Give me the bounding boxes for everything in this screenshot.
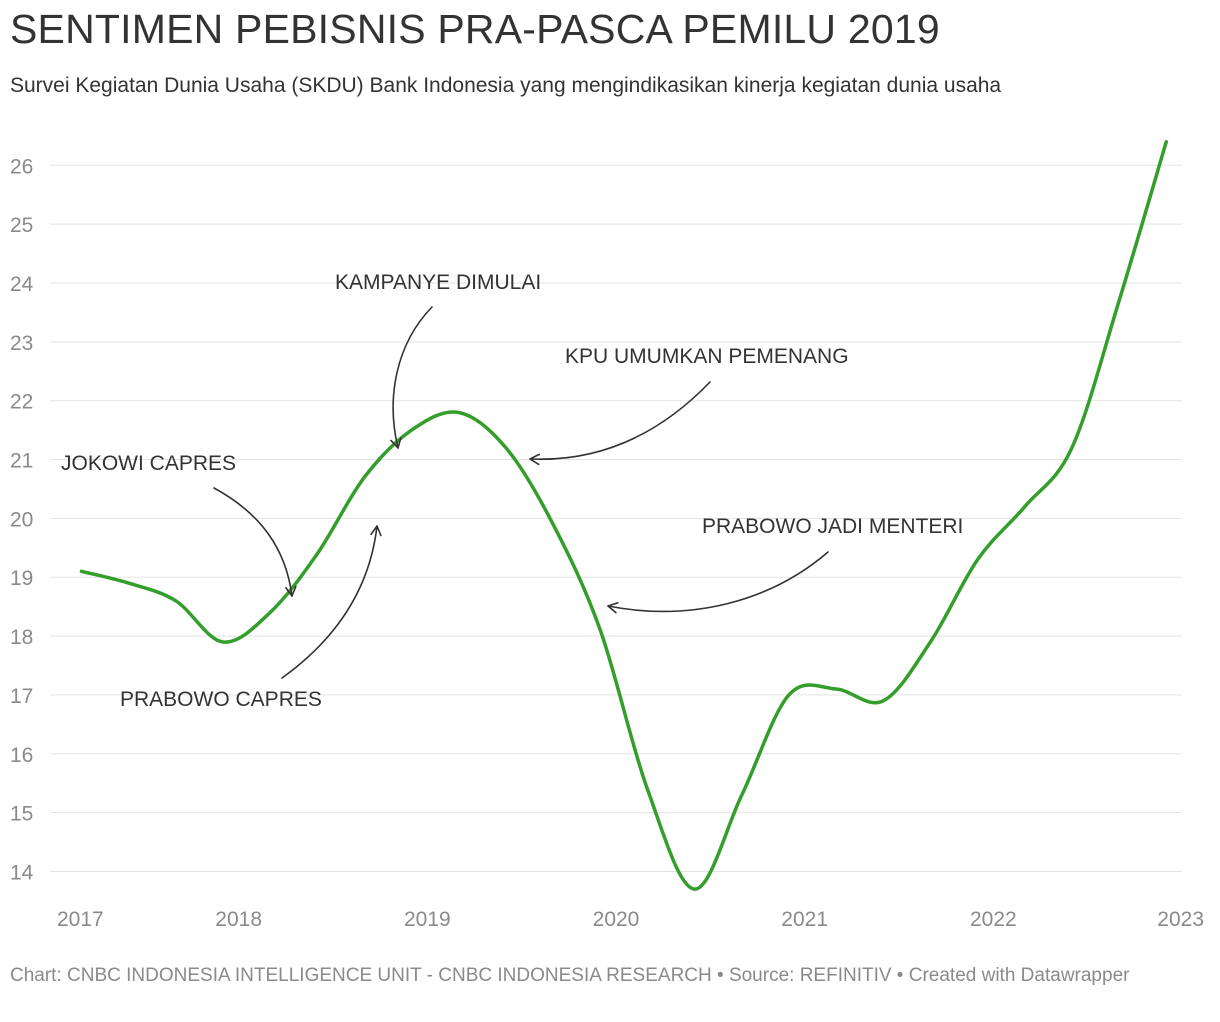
y-tick-label-21: 21 bbox=[10, 450, 33, 473]
annotation-prabowo-capres: PRABOWO CAPRES bbox=[120, 525, 382, 711]
y-tick-label-14: 14 bbox=[10, 861, 34, 884]
annotation-jokowi-capres: JOKOWI CAPRES bbox=[61, 452, 297, 597]
annotation-prabowo-jadi-menteri-label: PRABOWO JADI MENTERI bbox=[702, 515, 963, 538]
chart-footer: Chart: CNBC INDONESIA INTELLIGENCE UNIT … bbox=[10, 965, 1130, 986]
annotation-kampanye-dimulai: KAMPANYE DIMULAI bbox=[335, 271, 541, 449]
x-tick-label-2020: 2020 bbox=[593, 908, 640, 931]
annotation-kpu-umumkan-pemenang-arrow bbox=[529, 381, 711, 466]
series-line bbox=[79, 140, 1169, 891]
y-tick-label-18: 18 bbox=[10, 626, 33, 649]
x-tick-label-2017: 2017 bbox=[57, 908, 104, 931]
y-tick-label-25: 25 bbox=[10, 214, 33, 237]
y-tick-label-17: 17 bbox=[10, 685, 33, 708]
annotation-prabowo-jadi-menteri-arrow bbox=[607, 551, 829, 614]
annotation-jokowi-capres-arrow bbox=[213, 487, 297, 597]
x-tick-label-2023: 2023 bbox=[1157, 908, 1204, 931]
chart-subtitle: Survei Kegiatan Dunia Usaha (SKDU) Bank … bbox=[10, 74, 1002, 97]
chart-title: SENTIMEN PEBISNIS PRA-PASCA PEMILU 2019 bbox=[10, 6, 940, 52]
annotation-prabowo-jadi-menteri: PRABOWO JADI MENTERI bbox=[607, 515, 963, 614]
annotation-kpu-umumkan-pemenang-label: KPU UMUMKAN PEMENANG bbox=[565, 345, 849, 368]
annotation-prabowo-capres-arrow bbox=[281, 525, 382, 679]
x-tick-label-2019: 2019 bbox=[404, 908, 451, 931]
y-tick-label-22: 22 bbox=[10, 391, 33, 414]
y-tick-label-23: 23 bbox=[10, 332, 33, 355]
annotation-kampanye-dimulai-arrow bbox=[390, 306, 433, 449]
annotation-kpu-umumkan-pemenang: KPU UMUMKAN PEMENANG bbox=[529, 345, 849, 466]
y-tick-label-15: 15 bbox=[10, 803, 33, 826]
annotation-prabowo-capres-label: PRABOWO CAPRES bbox=[120, 688, 322, 711]
x-tick-label-2018: 2018 bbox=[215, 908, 262, 931]
y-tick-label-26: 26 bbox=[10, 155, 33, 178]
gridlines bbox=[50, 164, 1182, 872]
y-tick-label-24: 24 bbox=[10, 273, 34, 296]
annotation-jokowi-capres-label: JOKOWI CAPRES bbox=[61, 452, 236, 475]
y-tick-label-19: 19 bbox=[10, 567, 33, 590]
annotation-kampanye-dimulai-label: KAMPANYE DIMULAI bbox=[335, 271, 541, 294]
x-tick-label-2022: 2022 bbox=[970, 908, 1017, 931]
x-tick-label-2021: 2021 bbox=[781, 908, 828, 931]
y-axis: 14 15 16 17 18 19 20 21 22 23 24 25 26 bbox=[10, 155, 34, 884]
y-tick-label-20: 20 bbox=[10, 508, 33, 531]
x-axis: 2017 2018 2019 2020 2021 2022 2023 bbox=[57, 908, 1204, 931]
y-tick-label-16: 16 bbox=[10, 744, 33, 767]
